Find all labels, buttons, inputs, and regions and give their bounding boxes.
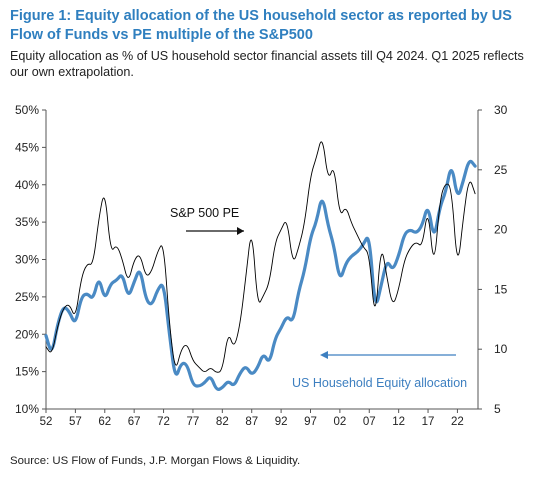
y-left-tick-label: 25% — [15, 290, 39, 304]
x-tick-label: 97 — [304, 416, 317, 428]
series-line-sp500-pe — [45, 141, 476, 373]
y-right-tick-label: 15 — [494, 282, 508, 296]
annotations: S&P 500 PE US Household Equity allocatio… — [170, 206, 467, 390]
x-tick-label: 17 — [422, 416, 435, 428]
annotation-sp500-pe: S&P 500 PE — [170, 206, 239, 220]
y-left-tick-label: 20% — [15, 327, 39, 341]
x-tick-label: 52 — [40, 416, 53, 428]
x-tick-label: 62 — [98, 416, 111, 428]
y-right-tick-label: 5 — [494, 402, 501, 416]
x-tick-label: 67 — [128, 416, 141, 428]
x-tick-label: 02 — [333, 416, 346, 428]
y-left-tick-label: 40% — [15, 178, 39, 192]
y-right-tick-label: 20 — [494, 223, 508, 237]
series-line-household-equity — [44, 159, 477, 391]
arrow-left-head-icon — [320, 351, 328, 359]
x-tick-label: 82 — [216, 416, 229, 428]
chart-axes: 10% 15% 20% 25% 30% 35% 40% 45% 50% 5 10 15 20 25 30 52… — [15, 103, 508, 428]
x-tick-label: 22 — [451, 416, 464, 428]
source-note: Source: US Flow of Funds, J.P. Morgan Fl… — [10, 455, 301, 467]
series-layer — [44, 141, 477, 391]
chart: 10% 15% 20% 25% 30% 35% 40% 45% 50% 5 10 15 20 25 30 52… — [15, 103, 508, 428]
x-tick-label: 07 — [363, 416, 376, 428]
x-tick-label: 92 — [275, 416, 288, 428]
figure-title: Figure 1: Equity allocation of the US ho… — [10, 8, 512, 43]
x-tick-label: 57 — [69, 416, 82, 428]
x-tick-label: 12 — [392, 416, 405, 428]
y-left-tick-label: 45% — [15, 140, 39, 154]
y-left-tick-label: 30% — [15, 253, 39, 267]
x-tick-label: 72 — [157, 416, 170, 428]
annotation-household-equity: US Household Equity allocation — [292, 376, 467, 390]
y-left-tick-label: 10% — [15, 402, 39, 416]
y-left-tick-label: 15% — [15, 365, 39, 379]
y-right-tick-label: 10 — [494, 342, 508, 356]
x-tick-label: 87 — [245, 416, 258, 428]
y-right-tick-label: 30 — [494, 103, 508, 117]
y-left-tick-label: 50% — [15, 103, 39, 117]
y-right-tick-label: 25 — [494, 163, 508, 177]
y-left-tick-label: 35% — [15, 215, 39, 229]
figure-subtitle: Equity allocation as % of US household s… — [10, 49, 524, 79]
x-tick-label: 77 — [187, 416, 200, 428]
arrow-right-head-icon — [237, 227, 244, 235]
